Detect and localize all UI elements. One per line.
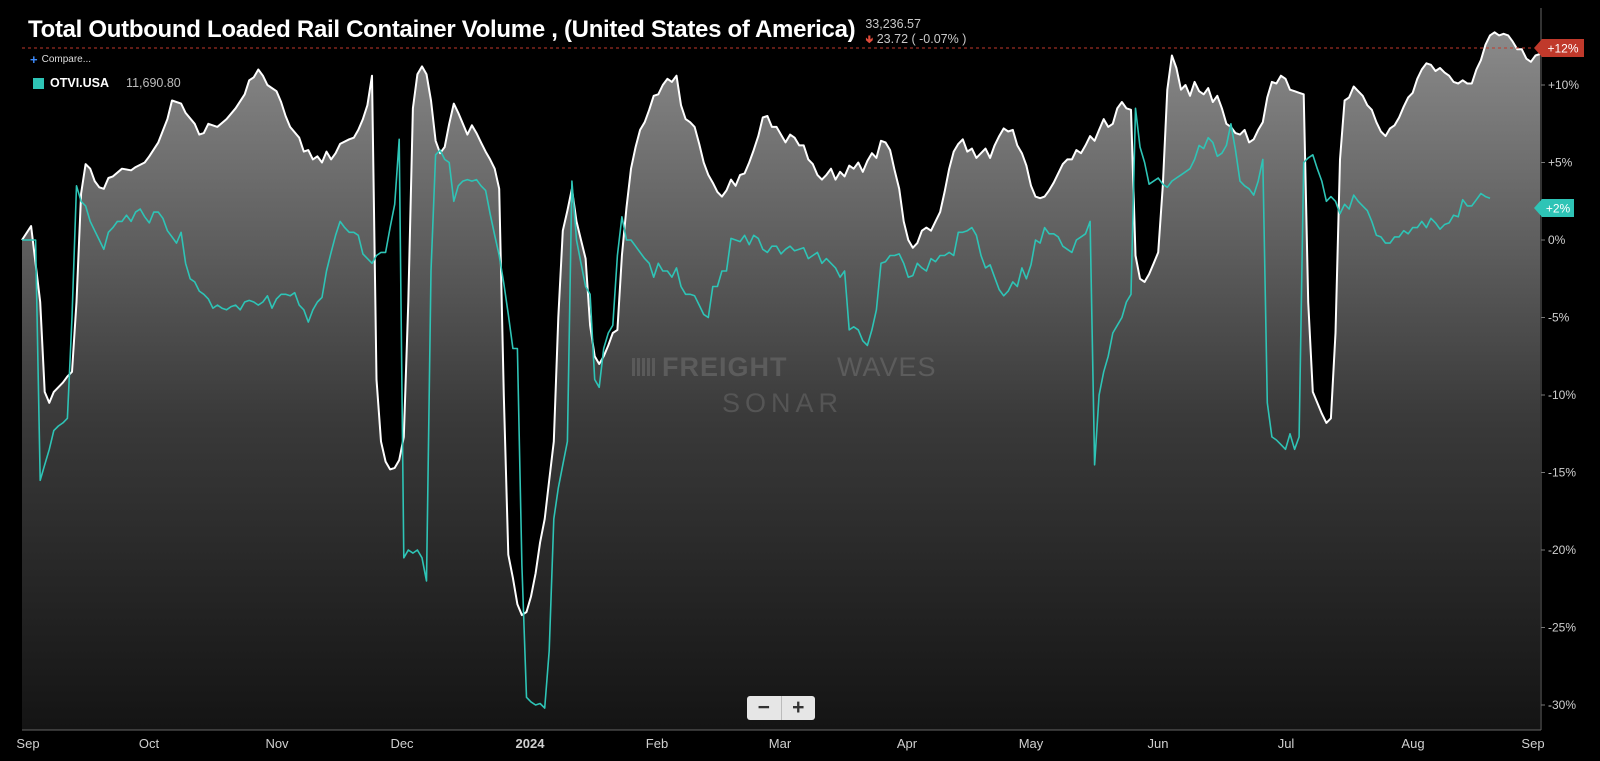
ticks-layer: +10% +5% 0% -5% -10% -15% -20% -25% -30% Sep Oct No… xyxy=(16,78,1579,751)
chart-title: Total Outbound Loaded Rail Container Vol… xyxy=(28,16,856,43)
legend-item[interactable]: OTVI.USA 11,690.80 xyxy=(33,76,181,90)
quote-block: 33,236.57 🢃 23.72 ( -0.07% ) xyxy=(865,17,966,48)
watermark-sonar: SONAR xyxy=(722,388,843,418)
y-tick-label: +5% xyxy=(1548,156,1573,170)
last-value: 33,236.57 xyxy=(865,17,921,31)
x-tick-label: Mar xyxy=(769,736,792,751)
legend-swatch xyxy=(33,77,44,89)
area-layer xyxy=(22,32,1540,731)
x-tick-label: Aug xyxy=(1401,736,1424,751)
y-tick-label: -25% xyxy=(1548,621,1576,635)
x-tick-label: Oct xyxy=(139,736,160,751)
title-block: Total Outbound Loaded Rail Container Vol… xyxy=(28,16,966,48)
watermark-waves: WAVES xyxy=(837,352,937,382)
x-tick-label: Sep xyxy=(1521,736,1544,751)
main-badge-label: +12% xyxy=(1547,42,1578,56)
compare-button[interactable]: + Compare... xyxy=(30,51,92,67)
x-tick-label: Feb xyxy=(646,736,668,751)
y-tick-label: +10% xyxy=(1548,78,1579,92)
legend-series-value: 11,690.80 xyxy=(126,76,181,90)
series-line-main[interactable] xyxy=(21,31,1541,617)
watermark-logo-icon xyxy=(632,358,655,376)
x-tick-label: Apr xyxy=(897,736,918,751)
y-tick-label: -10% xyxy=(1548,388,1576,402)
y-tick-label: -30% xyxy=(1548,698,1576,712)
change-value: 23.72 ( -0.07% ) xyxy=(876,32,967,46)
secondary-badge: +2% xyxy=(1534,199,1574,217)
x-tick-label: Nov xyxy=(265,736,289,751)
lines-layer xyxy=(21,31,1541,709)
x-tick-label: May xyxy=(1019,736,1044,751)
plus-icon: + xyxy=(30,51,38,67)
main-badge: +12% xyxy=(1534,39,1584,57)
x-tick-label: Jul xyxy=(1278,736,1295,751)
x-tick-label: Sep xyxy=(16,736,39,751)
x-tick-label: Jun xyxy=(1148,736,1169,751)
x-tick-label: Dec xyxy=(390,736,414,751)
y-tick-label: -5% xyxy=(1548,311,1570,325)
y-tick-label: -20% xyxy=(1548,543,1576,557)
zoom-out-button[interactable]: − xyxy=(747,696,782,720)
compare-label: Compare... xyxy=(41,54,92,65)
zoom-controls: − + xyxy=(747,696,815,720)
watermark: FREIGHT WAVES SONAR xyxy=(632,352,937,418)
y-tick-label: -15% xyxy=(1548,466,1576,480)
down-arrow-icon: 🢃 xyxy=(865,34,874,46)
series-area-0 xyxy=(22,32,1540,731)
legend-series-name: OTVI.USA xyxy=(50,76,110,90)
x-tick-label: 2024 xyxy=(516,736,546,751)
series-line-otvi-usa[interactable] xyxy=(22,107,1491,709)
watermark-freight: FREIGHT xyxy=(662,352,788,382)
secondary-badge-label: +2% xyxy=(1546,202,1571,216)
y-tick-label: 0% xyxy=(1548,233,1566,247)
zoom-in-button[interactable]: + xyxy=(792,696,805,719)
